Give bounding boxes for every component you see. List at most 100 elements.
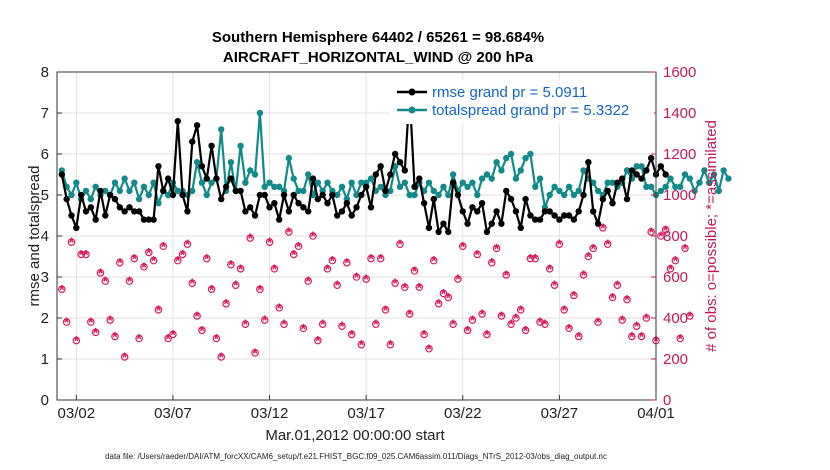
obs-possible-marker	[96, 269, 105, 277]
obs-assimilated-marker: *	[185, 236, 191, 252]
obs-possible-marker	[149, 256, 158, 265]
series-point-rmse	[324, 200, 331, 207]
obs-possible-marker	[555, 240, 564, 249]
obs-assimilated-marker: *	[518, 302, 524, 318]
series-point-totalspread	[527, 150, 534, 158]
series-point-rmse	[280, 191, 288, 199]
series-point-rmse	[198, 163, 206, 170]
series-point-totalspread	[348, 179, 355, 186]
y-tick-label-left: 6	[41, 146, 49, 163]
obs-assimilated-marker: *	[436, 296, 442, 312]
x-tick-label: 03/22	[444, 405, 482, 422]
series-point-rmse	[256, 191, 264, 199]
obs-possible-marker	[454, 275, 462, 283]
obs-assimilated-marker: *	[561, 302, 567, 318]
series-point-rmse	[556, 216, 563, 223]
series-point-rmse	[304, 208, 312, 215]
series-point-rmse	[662, 171, 669, 178]
obs-assimilated-marker: *	[610, 290, 616, 306]
obs-assimilated-marker: *	[542, 316, 548, 332]
y-tick-label-left: 2	[41, 310, 49, 327]
obs-assimilated-marker: *	[141, 259, 147, 275]
obs-possible-marker	[396, 240, 404, 249]
obs-assimilated-marker: *	[624, 292, 630, 308]
obs-assimilated-marker: *	[291, 246, 297, 262]
series-point-totalspread	[705, 179, 713, 186]
obs-assimilated-marker: *	[600, 220, 606, 236]
series-point-totalspread	[561, 191, 568, 199]
legend: rmse grand pr = 5.0911 totalspread grand…	[390, 79, 654, 124]
series-point-rmse	[416, 175, 423, 182]
obs-possible-marker	[328, 256, 337, 265]
series-point-rmse	[319, 191, 326, 199]
obs-assimilated-marker: *	[513, 310, 519, 326]
series-point-totalspread	[145, 191, 152, 199]
series-point-totalspread	[251, 171, 259, 178]
obs-assimilated-marker: *	[310, 228, 316, 244]
obs-possible-marker	[164, 334, 172, 343]
obs-assimilated-marker: *	[412, 263, 418, 279]
series-point-rmse	[483, 228, 491, 236]
obs-assimilated-marker: *	[441, 285, 447, 301]
y-tick-label-right: 1200	[663, 146, 696, 163]
x-tick-label: 03/07	[154, 405, 192, 422]
y-tick-label-right: 1600	[663, 64, 696, 81]
obs-count-markers: ***** ****************** ** ***************…	[58, 220, 694, 365]
series-point-rmse	[155, 163, 162, 170]
obs-assimilated-marker: *	[557, 236, 563, 252]
series-point-totalspread	[290, 175, 297, 182]
series-point-totalspread	[189, 187, 196, 195]
series-point-totalspread	[256, 109, 264, 117]
series-point-rmse	[126, 204, 133, 211]
obs-assimilated-marker: *	[64, 314, 70, 330]
y-tick-label-left: 5	[41, 187, 49, 204]
y-tick-label-right: 600	[663, 269, 688, 286]
series-point-rmse	[425, 224, 433, 231]
obs-assimilated-marker: *	[190, 275, 196, 291]
x-tick-label: 03/17	[347, 405, 385, 422]
obs-assimilated-marker: *	[504, 267, 510, 283]
series-point-totalspread	[164, 191, 172, 199]
series-point-totalspread	[353, 191, 360, 199]
series-point-totalspread	[126, 187, 133, 195]
obs-assimilated-marker: *	[475, 246, 481, 262]
y-axis-left-ticks: 0 1 2 3 4 5 6 7 8	[41, 64, 62, 409]
series-point-totalspread	[131, 179, 138, 186]
series-point-totalspread	[314, 179, 322, 186]
obs-assimilated-marker: *	[315, 333, 321, 349]
obs-possible-marker	[231, 281, 240, 290]
series-point-rmse	[276, 216, 283, 223]
obs-possible-marker	[434, 299, 443, 308]
series-point-rmse	[227, 175, 235, 182]
series-point-totalspread	[464, 183, 471, 190]
obs-assimilated-marker: *	[349, 326, 355, 342]
series-point-rmse	[92, 216, 99, 223]
obs-possible-marker	[62, 318, 71, 326]
series-point-rmse	[474, 208, 481, 215]
series-point-rmse	[411, 183, 418, 190]
obs-possible-marker	[637, 332, 646, 341]
series-point-rmse	[179, 191, 186, 199]
series-point-totalspread	[623, 167, 631, 174]
obs-possible-marker	[333, 281, 341, 290]
obs-assimilated-marker: *	[426, 341, 432, 357]
series-point-rmse	[77, 191, 85, 199]
series-point-rmse	[575, 208, 582, 215]
series-point-rmse	[290, 191, 297, 199]
obs-possible-marker	[207, 285, 216, 294]
obs-assimilated-marker: *	[170, 326, 176, 342]
obs-assimilated-marker: *	[132, 251, 138, 267]
obs-assimilated-marker: *	[576, 328, 582, 344]
series-point-rmse	[609, 200, 616, 207]
obs-possible-marker	[323, 264, 332, 273]
series-point-totalspread	[546, 191, 553, 199]
obs-possible-marker	[318, 320, 327, 328]
obs-assimilated-marker: *	[484, 326, 490, 342]
series-point-totalspread	[551, 183, 558, 190]
x-tick-label: 03/12	[251, 405, 289, 422]
series-point-rmse	[121, 208, 128, 215]
obs-assimilated-marker: *	[552, 277, 558, 293]
obs-assimilated-marker: *	[363, 271, 369, 287]
y-tick-label-left: 0	[41, 392, 49, 409]
series-point-rmse	[541, 208, 549, 215]
